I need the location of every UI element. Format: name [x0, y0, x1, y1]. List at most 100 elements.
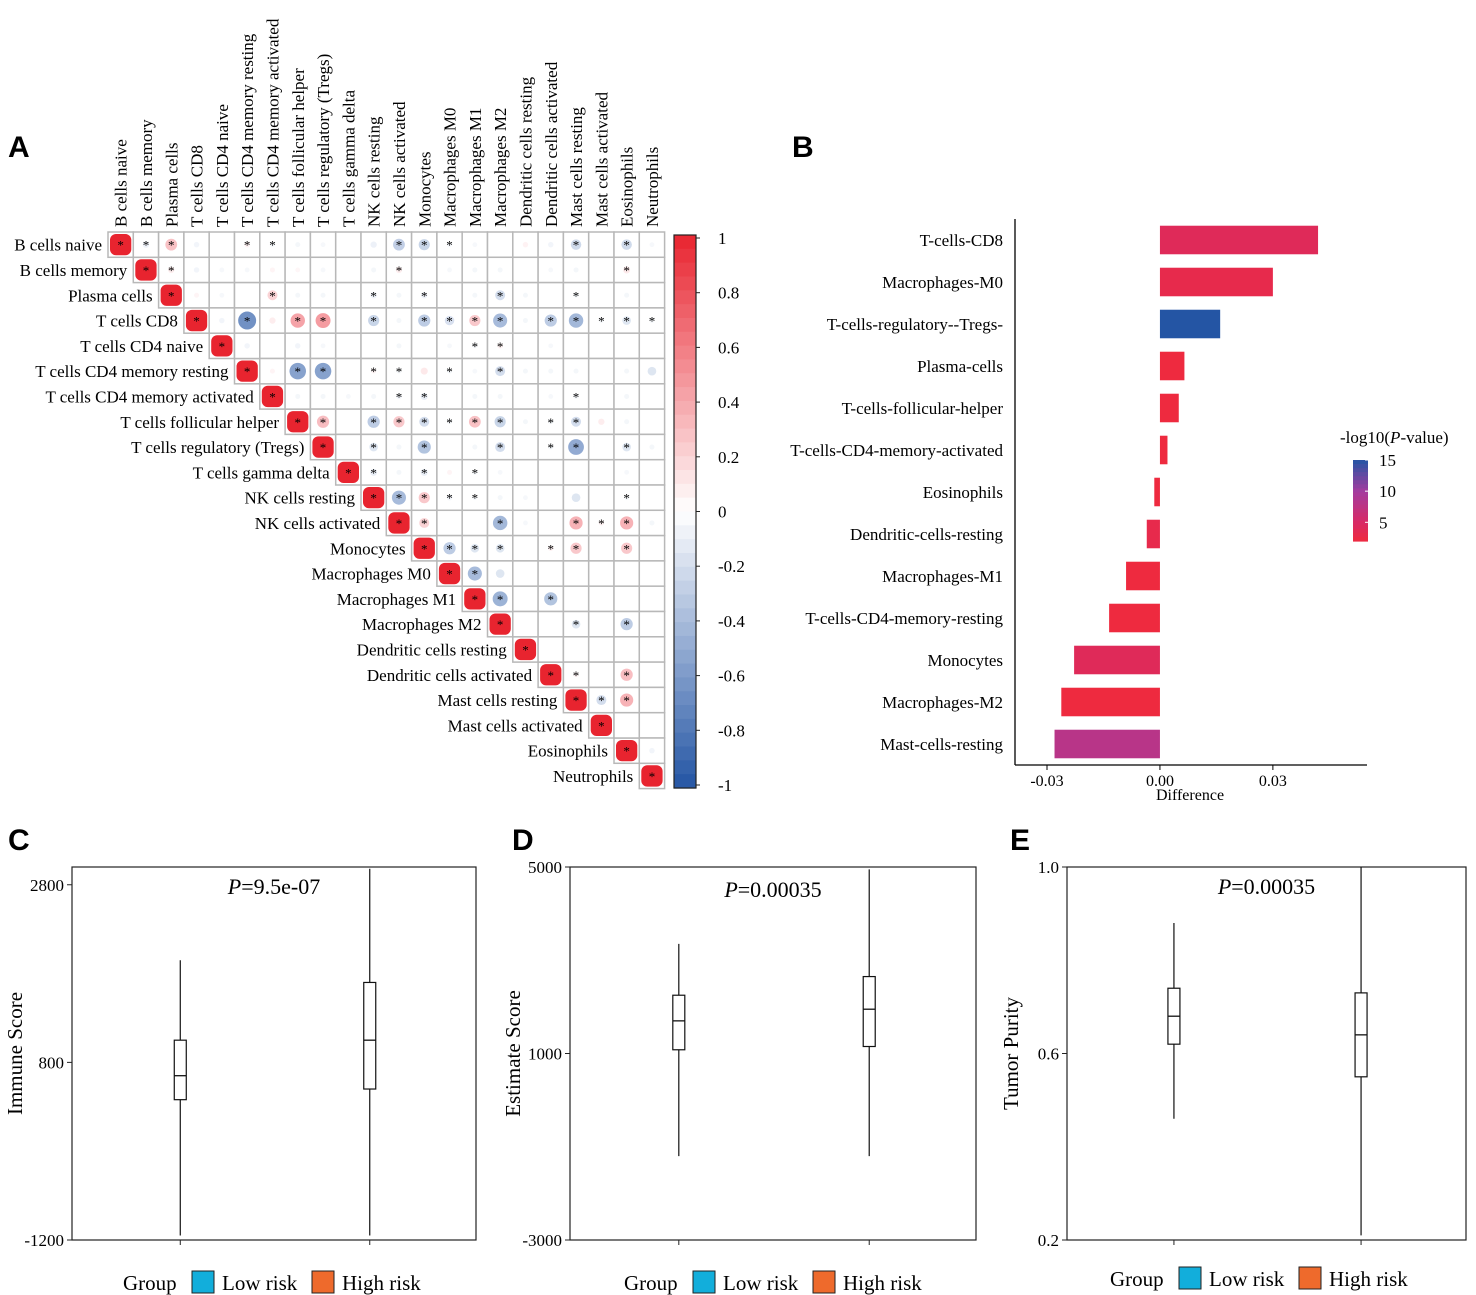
- x-tick-label: 0.00: [1146, 773, 1174, 790]
- correlation-circle: [649, 444, 655, 450]
- colorbar-segment: [674, 580, 696, 596]
- colorbar-segment: [674, 317, 696, 333]
- correlation-circle: [370, 468, 378, 476]
- significance-star: *: [623, 491, 630, 506]
- correlation-circle: [492, 591, 508, 607]
- significance-star: *: [649, 314, 656, 329]
- colorbar-segment: [674, 359, 696, 374]
- significance-star: *: [421, 415, 428, 430]
- significance-star: *: [472, 314, 479, 329]
- correlation-circle: [468, 415, 481, 428]
- significance-star: *: [623, 541, 630, 556]
- colorbar-segment: [674, 552, 696, 568]
- column-label: Mast cells activated: [592, 91, 611, 227]
- diagonal-circle: [514, 638, 537, 661]
- correlation-circle: [598, 418, 605, 425]
- significance-star: *: [421, 389, 428, 404]
- matrix-cell: [638, 281, 666, 309]
- p-value-text: =9.5e-07: [241, 874, 320, 899]
- significance-star: *: [573, 693, 580, 708]
- colorbar-segment: [674, 235, 696, 250]
- correlation-circle: [548, 545, 554, 551]
- diagonal-circle: [261, 385, 284, 408]
- legend-swatch: [692, 1270, 716, 1294]
- significance-star: *: [548, 592, 555, 607]
- significance-star: *: [497, 440, 504, 455]
- matrix-cell: [587, 357, 615, 385]
- row-label: NK cells activated: [255, 514, 381, 533]
- diagonal-circle: [337, 461, 359, 483]
- significance-star: *: [421, 238, 428, 253]
- bar: [1146, 519, 1160, 549]
- matrix-cell: [512, 433, 539, 461]
- matrix-cell: [613, 332, 641, 360]
- significance-star: *: [396, 364, 403, 379]
- correlation-circle: [418, 492, 430, 504]
- correlation-circle: [548, 394, 554, 399]
- matrix-cell: [208, 231, 236, 259]
- colorbar-segment: [674, 746, 696, 761]
- colorbar-tick-label: -0.4: [718, 612, 745, 631]
- matrix-cell: [562, 636, 590, 663]
- significance-star: *: [548, 668, 555, 683]
- correlation-circle: [571, 493, 581, 502]
- plot-frame: [71, 866, 477, 1241]
- matrix-cell: [587, 332, 615, 360]
- significance-star: *: [421, 314, 428, 329]
- diagonal-circle: [413, 537, 435, 559]
- y-tick-label: 800: [39, 1053, 65, 1072]
- y-axis-title: Estimate Score: [501, 990, 525, 1117]
- colorbar-segment: [674, 691, 696, 706]
- plot-frame: [569, 866, 977, 1241]
- matrix-cell: [512, 256, 539, 284]
- bar-category-label: T-cells-follicular-helper: [842, 399, 1004, 418]
- significance-star: *: [269, 238, 276, 253]
- y-tick-label: 2800: [30, 876, 64, 895]
- matrix-cell: [638, 534, 666, 562]
- correlation-circle: [289, 362, 307, 380]
- significance-star: *: [244, 314, 251, 329]
- correlation-circle: [371, 368, 377, 374]
- row-label: Mast cells activated: [448, 716, 584, 735]
- correlation-circle: [295, 292, 301, 298]
- legend-label: Low risk: [723, 1271, 799, 1295]
- legend-gradient-segment: [1353, 468, 1368, 473]
- matrix-cell: [638, 332, 666, 360]
- significance-star: *: [320, 440, 327, 455]
- significance-star: *: [598, 516, 605, 531]
- correlation-circle: [371, 267, 377, 273]
- row-label: Macrophages M0: [311, 565, 430, 584]
- correlation-circle: [649, 318, 655, 324]
- significance-star: *: [548, 415, 555, 430]
- correlation-circle: [497, 343, 503, 349]
- colorbar-segment: [674, 663, 696, 678]
- correlation-circle: [620, 693, 634, 707]
- column-label: T cells follicular helper: [289, 68, 308, 227]
- diagonal-circle: [388, 512, 410, 534]
- colorbar-tick-label: -0.8: [718, 721, 745, 740]
- p-value-symbol: P: [1217, 874, 1231, 899]
- significance-star: *: [497, 516, 504, 531]
- y-tick-label: -3000: [522, 1231, 562, 1250]
- correlation-circle: [472, 242, 478, 248]
- matrix-cell: [436, 281, 463, 309]
- significance-star: *: [446, 415, 453, 430]
- correlation-circle: [622, 316, 631, 325]
- correlation-circle: [295, 343, 301, 349]
- matrix-cell: [461, 509, 489, 537]
- tumor-purity-violin: 1.0 0.6 0.2 Tumor Purity P=0.00035 Group Low r…: [999, 858, 1467, 1291]
- matrix-cell: [638, 711, 666, 739]
- significance-star: *: [320, 314, 327, 329]
- matrix-cell: [233, 281, 261, 309]
- correlation-circle: [570, 542, 582, 554]
- column-label: T cells regulatory (Tregs): [314, 54, 333, 227]
- bar-category-label: Dendritic-cells-resting: [850, 525, 1003, 544]
- bar-category-label: Monocytes: [927, 651, 1003, 670]
- significance-star: *: [472, 465, 479, 480]
- correlation-circle: [393, 416, 405, 428]
- significance-star: *: [548, 440, 555, 455]
- colorbar-segment: [674, 718, 696, 734]
- correlation-circle: [395, 266, 403, 274]
- colorbar-tick-label: 0.8: [718, 284, 739, 303]
- diagonal-circle: [211, 335, 233, 357]
